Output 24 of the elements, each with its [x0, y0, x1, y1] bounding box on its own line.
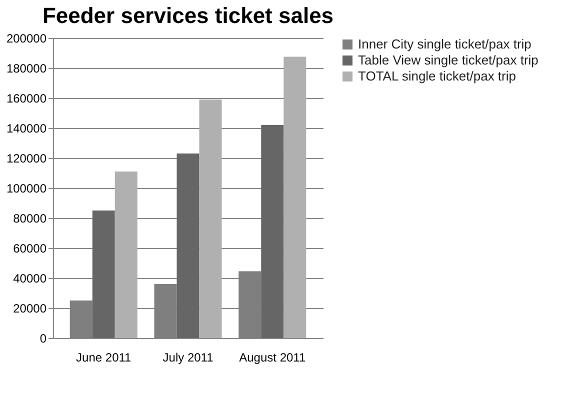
legend-label: Table View single ticket/pax trip: [358, 52, 538, 68]
bar: [199, 100, 222, 338]
chart-title: Feeder services ticket sales: [42, 3, 334, 28]
y-tick-label: 180000: [6, 62, 47, 76]
bar: [114, 172, 138, 338]
y-tick-label: 60000: [13, 242, 47, 256]
y-tick-label: 200000: [6, 32, 47, 46]
legend-label: Inner City single ticket/pax trip: [358, 36, 532, 52]
y-tick-label: 100000: [6, 182, 47, 196]
y-tick-label: 0: [40, 332, 47, 346]
y-tick-label: 80000: [13, 212, 47, 226]
bar: [92, 210, 115, 338]
y-tick-label: 140000: [6, 122, 47, 136]
x-tick-label: August 2011: [239, 350, 306, 364]
x-tick-label: June 2011: [76, 350, 132, 364]
legend-label: TOTAL single ticket/pax trip: [358, 68, 516, 84]
y-tick-label: 160000: [6, 92, 47, 106]
y-tick-label: 120000: [6, 152, 47, 166]
bar: [284, 56, 306, 338]
y-tick-label: 40000: [13, 272, 47, 286]
bar: [176, 154, 200, 338]
y-tick-label: 20000: [13, 302, 47, 316]
bar: [261, 125, 284, 338]
x-tick-label: July 2011: [162, 350, 214, 364]
